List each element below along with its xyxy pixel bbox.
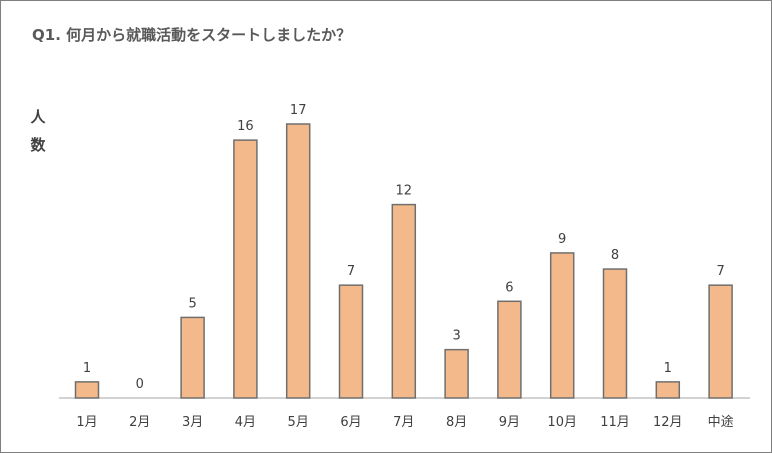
x-tick-label-9: 9月 <box>499 415 520 430</box>
x-tick-label-6: 6月 <box>340 415 361 430</box>
bar-11 <box>602 268 628 399</box>
data-label-9: 6 <box>505 280 513 295</box>
data-label-7: 12 <box>396 184 413 199</box>
x-tick-label-3: 3月 <box>182 415 203 430</box>
x-tick-label-10: 10月 <box>547 415 577 430</box>
chart-title: Q1. 何月から就職活動をスタートしましたか？ <box>32 26 352 44</box>
data-label-6: 7 <box>347 264 355 279</box>
bar-5 <box>285 123 311 399</box>
data-label-8: 3 <box>452 329 460 344</box>
data-label-4: 16 <box>237 119 254 134</box>
x-tick-label-4: 4月 <box>235 415 256 430</box>
data-label-3: 5 <box>188 296 196 311</box>
bar-8 <box>444 348 469 399</box>
x-tick-label-8: 8月 <box>446 415 467 430</box>
x-tick-label-2: 2月 <box>129 415 150 430</box>
bar-3 <box>180 316 205 399</box>
bar-4 <box>233 139 258 399</box>
bar-7 <box>391 203 417 399</box>
bar-13 <box>708 284 733 399</box>
x-tick-label-5: 5月 <box>288 415 309 430</box>
data-label-5: 17 <box>290 103 307 118</box>
data-label-13: 7 <box>716 264 724 279</box>
data-label-10: 9 <box>558 232 566 247</box>
x-tick-label-13: 中途 <box>708 414 734 430</box>
bar-12 <box>655 381 681 399</box>
data-label-1: 1 <box>83 361 91 376</box>
data-label-2: 0 <box>136 377 144 392</box>
x-tick-label-12: 12月 <box>653 415 683 430</box>
bar-10 <box>549 252 575 399</box>
bar-1 <box>74 381 100 399</box>
data-label-12: 1 <box>664 361 672 376</box>
x-tick-label-11: 11月 <box>600 415 630 430</box>
bar-6 <box>338 284 364 399</box>
data-label-11: 8 <box>611 248 619 263</box>
y-axis-label: 人数 <box>30 108 46 154</box>
x-tick-label-1: 1月 <box>76 415 97 430</box>
bar-9 <box>497 300 522 399</box>
x-tick-label-7: 7月 <box>393 415 414 430</box>
